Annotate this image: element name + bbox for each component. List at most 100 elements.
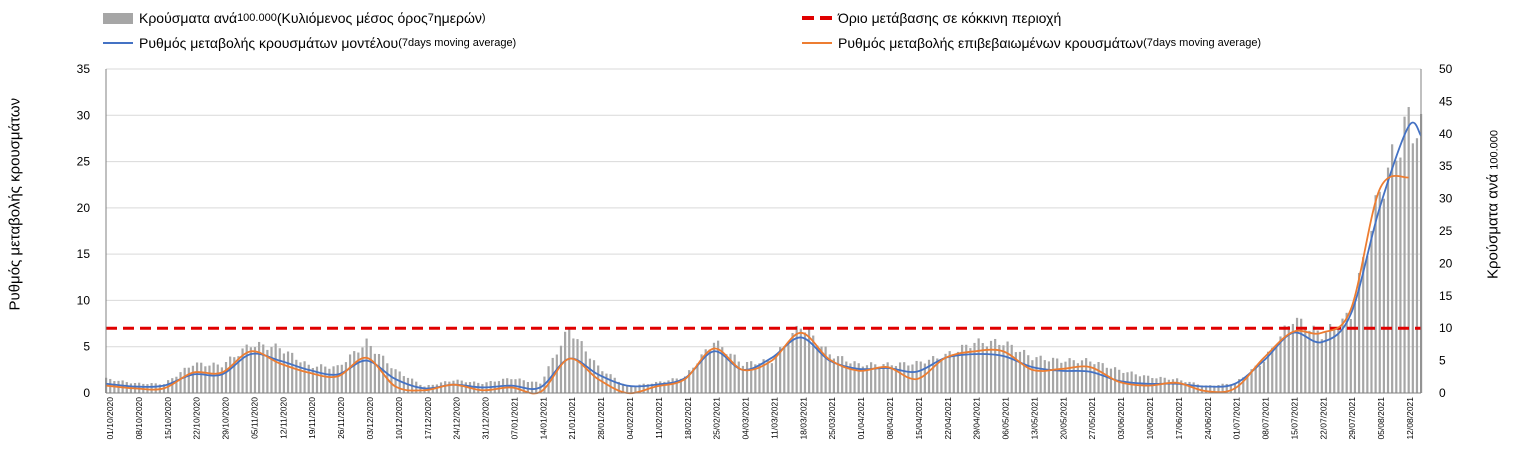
- bar: [253, 347, 257, 393]
- bar: [444, 381, 447, 393]
- bar: [278, 348, 281, 393]
- bar: [617, 381, 620, 393]
- bar: [1349, 318, 1352, 393]
- bar: [1184, 382, 1187, 393]
- bar: [195, 362, 199, 393]
- bar: [762, 359, 765, 393]
- bar: [245, 344, 248, 393]
- bar: [274, 343, 277, 393]
- bar: [220, 367, 223, 393]
- bar: [944, 353, 947, 393]
- bar: [820, 346, 823, 393]
- legend-bars-label-small3: ): [481, 12, 486, 24]
- x-tick-label: 08/04/2021: [885, 397, 895, 440]
- bar: [927, 359, 931, 393]
- x-tick-label: 26/11/2020: [336, 397, 346, 439]
- x-tick-label: 01/10/2020: [105, 397, 115, 440]
- bar: [580, 341, 583, 393]
- bar: [365, 338, 368, 393]
- bar: [1304, 329, 1307, 393]
- axes: 0 5 10 15 20 25 30 35 0 5 10 15 20 25 30 35 40 45 50 01/10/…: [77, 62, 1453, 440]
- legend-threshold-swatch: [802, 16, 832, 20]
- bar: [452, 380, 455, 393]
- bar: [795, 325, 798, 393]
- legend-model-swatch: [103, 42, 133, 44]
- bar: [204, 366, 207, 393]
- bar: [1329, 324, 1332, 393]
- y-left-tick-label: 25: [77, 155, 91, 169]
- bar: [1076, 363, 1079, 393]
- bar: [1018, 351, 1022, 393]
- bar: [406, 377, 410, 393]
- bar: [1246, 374, 1249, 393]
- bar: [659, 381, 662, 393]
- bar: [758, 363, 761, 393]
- bar: [522, 380, 525, 393]
- x-tick-label: 01/04/2021: [856, 397, 866, 440]
- bar: [973, 342, 976, 393]
- bar: [828, 354, 831, 393]
- bar: [233, 357, 236, 393]
- bar: [965, 344, 968, 393]
- bar: [291, 352, 294, 393]
- x-tick-label: 15/04/2021: [914, 397, 924, 440]
- x-tick-label: 11/03/2021: [769, 397, 779, 439]
- bar: [357, 352, 360, 393]
- x-tick-label: 31/12/2020: [481, 397, 491, 440]
- bar: [559, 345, 563, 393]
- bar: [1287, 326, 1290, 393]
- bar: [1254, 365, 1257, 393]
- bar: [890, 365, 893, 393]
- bar: [1221, 383, 1224, 393]
- bar: [857, 363, 860, 393]
- bar: [948, 351, 951, 393]
- bar: [940, 359, 943, 393]
- x-tick-label: 10/12/2020: [394, 397, 404, 440]
- bar: [377, 354, 381, 393]
- bar: [832, 358, 835, 393]
- bar: [981, 343, 984, 393]
- bar: [1002, 345, 1005, 393]
- legend-model: Ρυθμός μεταβολής κρουσμάτων μοντέλου (7d…: [103, 35, 516, 51]
- bar: [671, 378, 674, 393]
- x-tick-label: 18/02/2021: [683, 397, 693, 440]
- x-tick-label: 04/03/2021: [741, 397, 751, 440]
- bar: [1391, 144, 1394, 393]
- bar: [1085, 358, 1088, 393]
- bar: [1109, 368, 1113, 393]
- bar: [1266, 351, 1270, 393]
- confirmed-line: [105, 174, 1409, 395]
- bar: [1333, 327, 1336, 393]
- x-tick-label: 27/05/2021: [1087, 397, 1097, 440]
- bar: [1382, 198, 1385, 393]
- bar: [717, 340, 720, 393]
- bar: [1035, 357, 1038, 393]
- bar: [1010, 344, 1013, 393]
- bar: [282, 353, 286, 393]
- bar: [1072, 360, 1075, 393]
- y-left-tick-label: 5: [83, 340, 90, 354]
- bar: [154, 383, 157, 393]
- bar: [737, 361, 740, 393]
- bar: [791, 332, 794, 393]
- bar: [1283, 325, 1286, 393]
- y-axis-right-label-small: 100.000: [1488, 130, 1501, 170]
- bar: [779, 347, 782, 393]
- bar: [344, 362, 348, 393]
- bar: [799, 328, 802, 393]
- x-tick-label: 29/07/2021: [1347, 397, 1357, 440]
- bar: [667, 380, 670, 393]
- bar: [642, 383, 645, 393]
- x-tick-label: 05/08/2021: [1376, 397, 1386, 440]
- bar: [812, 335, 815, 393]
- bar: [807, 329, 811, 393]
- bar: [613, 377, 616, 393]
- bar: [994, 338, 997, 393]
- bar: [1415, 138, 1419, 393]
- y-left-tick-label: 10: [77, 293, 91, 307]
- bar: [683, 376, 687, 393]
- bar: [249, 347, 252, 393]
- y-right-tick-label: 5: [1439, 354, 1446, 368]
- x-tick-label: 14/01/2021: [538, 397, 548, 440]
